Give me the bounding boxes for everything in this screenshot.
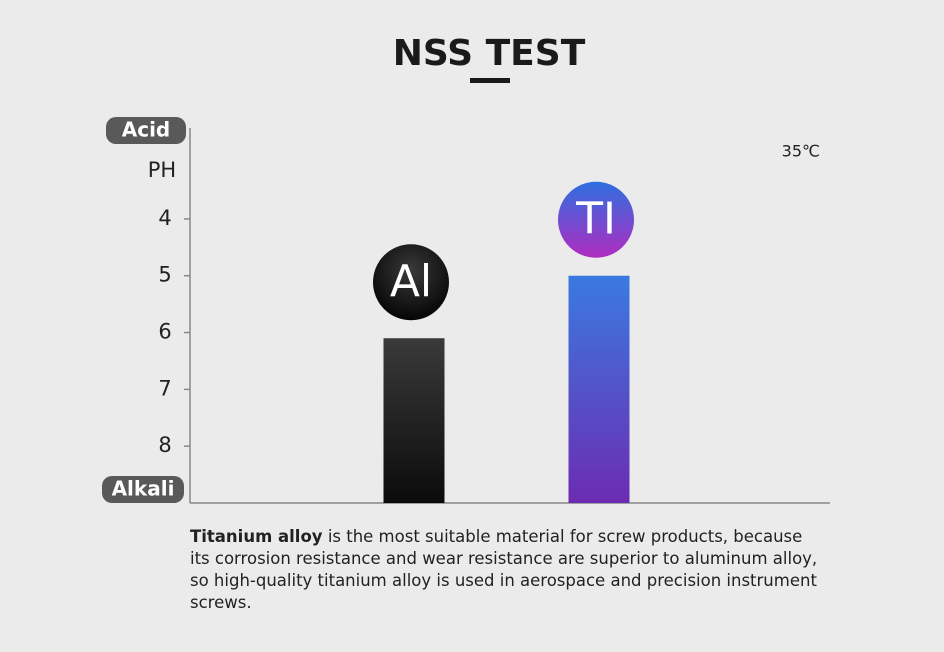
y-tick-label: 4 <box>158 206 171 230</box>
bar <box>568 275 630 503</box>
title-underline <box>470 78 510 83</box>
annotation: 35℃ <box>782 142 820 161</box>
y-tick-label: 8 <box>158 433 171 457</box>
category-badge <box>558 181 634 258</box>
category-badge <box>373 244 449 321</box>
y-tick-label: 6 <box>158 320 171 344</box>
category-label: Al <box>390 256 432 307</box>
y-tick-label: 5 <box>158 263 171 287</box>
y-axis-label: PH <box>148 158 176 182</box>
caption-text: is the most suitable material for screw … <box>190 527 818 612</box>
caption-bold: Titanium alloy <box>190 527 323 546</box>
alkali-label: Alkali <box>112 477 175 501</box>
bar <box>383 338 445 503</box>
category-label: TI <box>575 194 616 245</box>
chart-title: NSS TEST <box>393 33 586 74</box>
acid-label: Acid <box>122 118 171 142</box>
caption: Titanium alloy is the most suitable mate… <box>190 526 820 614</box>
alkali-pill <box>102 476 184 503</box>
acid-pill <box>106 117 186 144</box>
y-tick-label: 7 <box>158 376 171 400</box>
